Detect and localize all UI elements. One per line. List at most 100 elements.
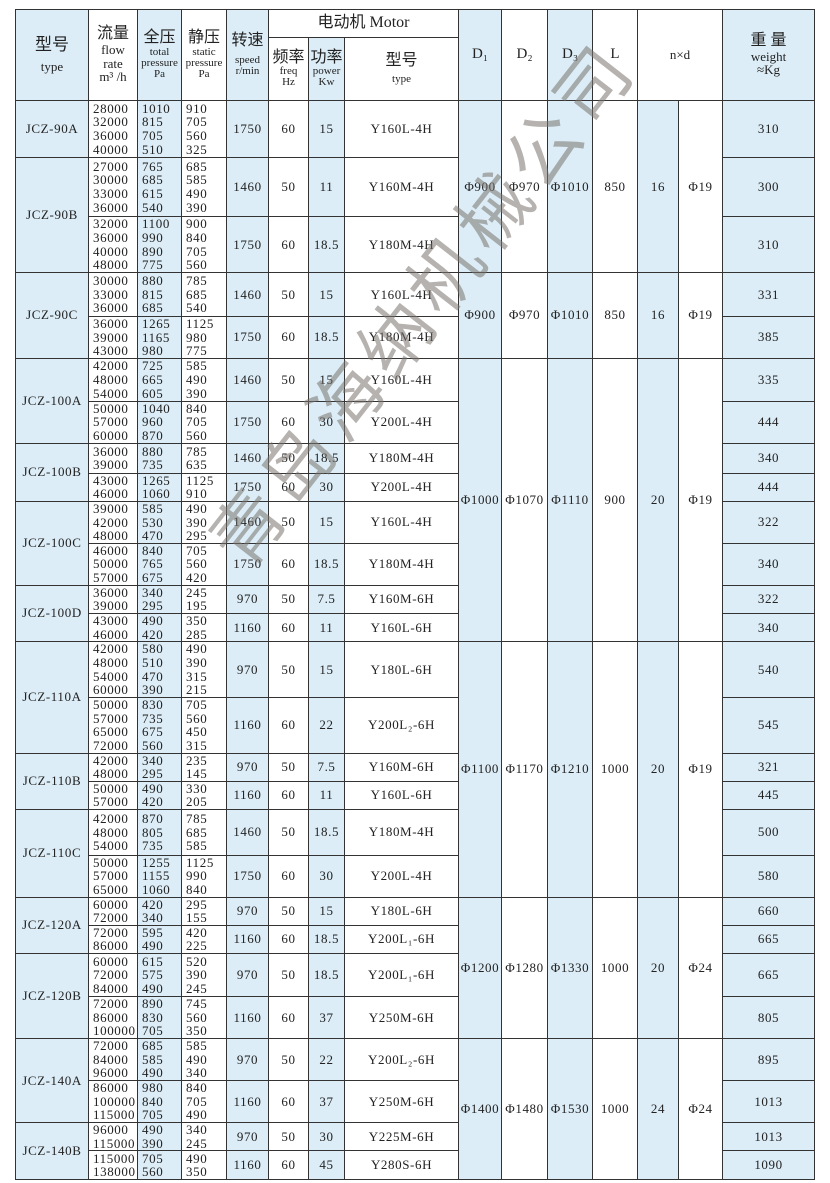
value-line: 980: [142, 343, 164, 359]
hole-diameter-d: Φ24: [678, 896, 724, 1040]
value-line: 685: [142, 1038, 164, 1054]
value-line: 36000: [93, 585, 129, 600]
table-row: JCZ-90C 30000 33000 36000 880 815 685 785 685 540…: [15, 272, 816, 359]
value-line: 245: [186, 585, 208, 600]
value-line: 30000: [93, 273, 129, 289]
weight: 500: [722, 808, 816, 856]
flow-rate: 42000 48000 54000 60000: [88, 641, 138, 699]
value-line: 32000: [93, 216, 129, 232]
static-pressure: 235 145: [181, 752, 227, 782]
header-d3: D₃: [547, 9, 594, 101]
flow-rate: 42000 48000: [88, 752, 138, 782]
value-line: 155: [186, 910, 208, 926]
motor-type: Y160M-4H: [343, 157, 460, 217]
hole-diameter-d: Φ19: [678, 272, 724, 359]
value-line: 96000: [93, 1065, 129, 1081]
model-type: JCZ-90B: [15, 157, 89, 273]
weight: 300: [722, 157, 816, 217]
value-line: 960: [142, 414, 164, 430]
value-line: 42000: [93, 753, 129, 768]
value-line: 420: [186, 570, 208, 586]
value-line: 315: [186, 668, 208, 684]
value-line: 40000: [93, 141, 129, 157]
flow-rate: 36000 39000 43000: [88, 316, 138, 359]
value-line: 980: [142, 1080, 164, 1096]
value-line: 330: [186, 781, 208, 796]
value-line: 705: [142, 1150, 164, 1166]
value-line: 285: [186, 626, 208, 642]
frequency: 50: [268, 641, 309, 699]
value-line: 830: [142, 1009, 164, 1025]
static-pressure: 585 490 390: [181, 357, 227, 402]
value-line: 32000: [93, 114, 129, 130]
header-nxd: n×d: [637, 9, 724, 101]
motor-type: Y200L₁-6H: [343, 953, 460, 998]
motor-type: Y180M-4H: [343, 808, 460, 856]
power: 18.5: [308, 316, 345, 359]
value-line: 36000: [93, 229, 129, 245]
power: 15: [308, 641, 345, 699]
weight: 805: [722, 996, 816, 1040]
value-line: 390: [142, 1135, 164, 1151]
power: 7.5: [308, 752, 345, 782]
value-line: 1125: [186, 316, 214, 331]
value-line: 575: [142, 967, 164, 983]
speed: 1160: [226, 612, 269, 643]
header-total-pressure: 全压 total pressure Pa: [137, 9, 182, 101]
power: 11: [308, 780, 345, 810]
value-line: 560: [186, 710, 208, 726]
table-row: 46000 50000 57000 840 765 675 705 560 420 1750 60 1…: [16, 542, 816, 586]
value-line: 225: [186, 938, 208, 954]
model-type: JCZ-110C: [15, 808, 89, 898]
flow-rate: 60000 72000 84000: [88, 953, 138, 998]
total-pressure: 840 765 675: [137, 542, 182, 586]
flow-rate: 43000 46000: [88, 612, 138, 643]
flow-rate: 72000 86000 100000: [88, 996, 138, 1040]
static-pressure: 705 560 420: [181, 542, 227, 586]
value-line: 560: [186, 428, 208, 444]
weight: 340: [722, 442, 816, 474]
value-line: 470: [142, 528, 164, 544]
static-pressure: 490 390 315 215: [181, 641, 227, 699]
value-line: 60000: [93, 953, 129, 969]
value-line: 72000: [93, 910, 129, 926]
value-line: 65000: [93, 724, 129, 740]
flow-rate: 86000 100000 115000: [88, 1080, 138, 1124]
d3: Φ1210: [547, 641, 594, 898]
value-line: 42000: [93, 514, 129, 530]
d2: Φ1170: [501, 641, 549, 898]
power: 18.5: [308, 924, 345, 955]
total-pressure: 890 830 705: [137, 996, 182, 1040]
total-pressure: 765 685 615 540: [137, 157, 182, 217]
speed: 970: [226, 641, 269, 699]
static-pressure: 1125 980 775: [181, 316, 227, 359]
motor-type: Y160L-6H: [343, 612, 460, 643]
value-line: 1010: [142, 100, 171, 116]
value-line: 1060: [142, 882, 171, 898]
value-line: 50000: [93, 697, 129, 713]
table-row: JCZ-140A 72000 84000 96000 685 585 490 585 490 34…: [15, 1038, 816, 1181]
power: 45: [308, 1150, 345, 1181]
static-pressure: 330 205: [181, 780, 227, 810]
value-line: 43000: [93, 613, 129, 628]
motor-type: Y225M-6H: [343, 1122, 460, 1152]
value-line: 840: [186, 229, 208, 245]
value-line: 36000: [93, 199, 129, 215]
value-line: 340: [186, 1065, 208, 1081]
value-line: 890: [142, 243, 164, 259]
speed: 1750: [226, 216, 269, 273]
value-line: 490: [142, 938, 164, 954]
flow-rate: 32000 36000 40000 48000: [88, 216, 138, 273]
value-line: 390: [142, 682, 164, 698]
value-line: 100000: [93, 1023, 136, 1039]
flow-rate: 50000 57000 65000 72000: [88, 697, 138, 754]
value-line: 54000: [93, 838, 129, 854]
value-line: 72000: [93, 967, 129, 983]
length-l: 1000: [592, 641, 639, 898]
value-line: 990: [142, 229, 164, 245]
value-line: 1040: [142, 401, 171, 416]
table-body: JCZ-90A 28000 32000 36000 40000 1010 815 705 510…: [15, 100, 816, 1181]
value-line: 510: [142, 655, 164, 671]
flow-rate: 50000 57000 60000: [88, 400, 138, 444]
frequency: 50: [268, 1122, 309, 1152]
